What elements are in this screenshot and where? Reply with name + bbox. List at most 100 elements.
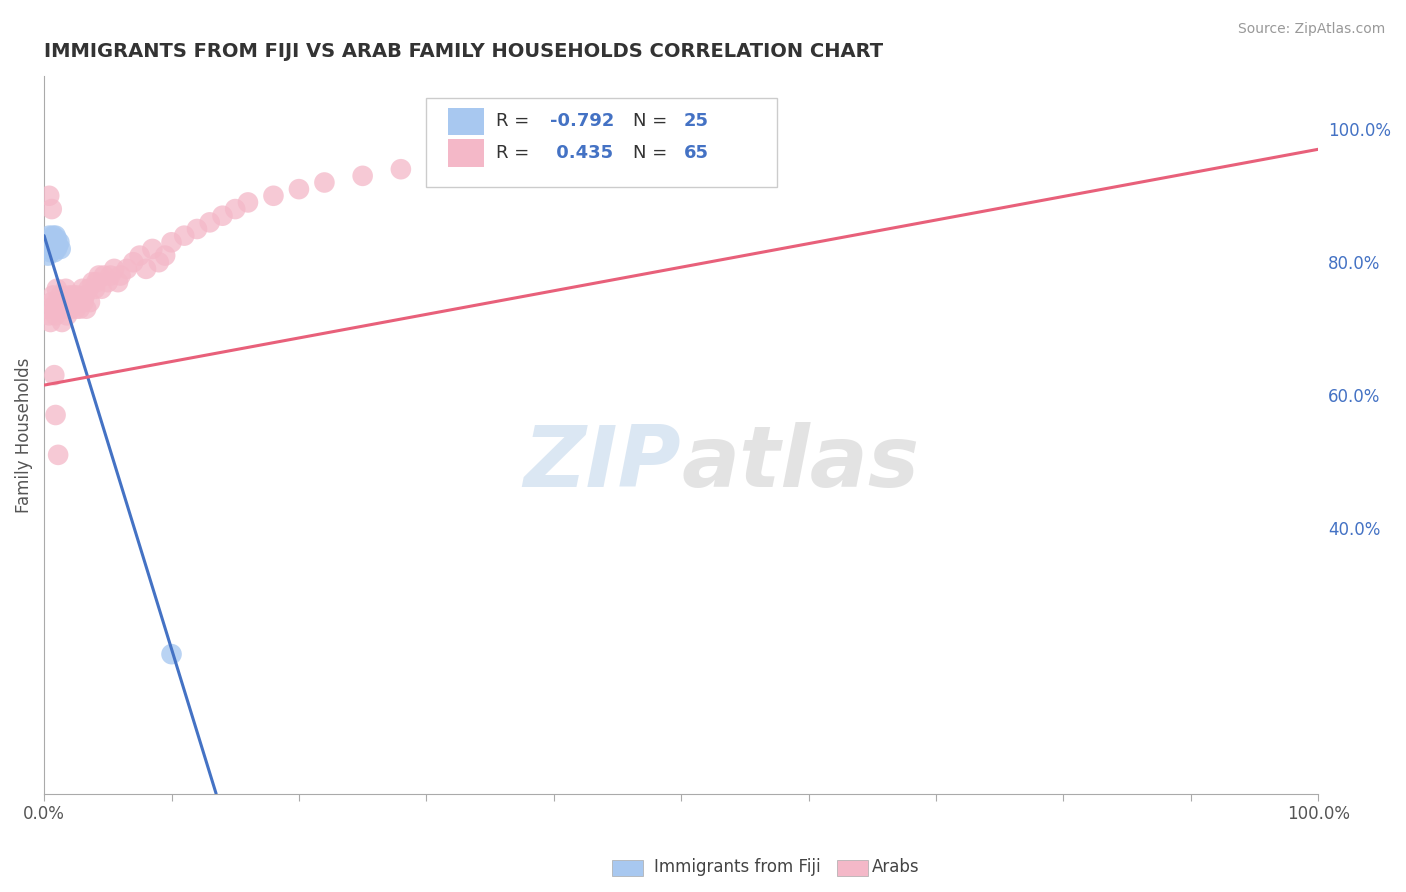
Point: [45, 235, 67, 250]
Point: [160, 647, 183, 661]
Point: [45, 242, 67, 256]
Point: [49, 288, 72, 302]
Point: [45, 228, 67, 243]
Point: [59, 301, 82, 316]
Point: [42, 228, 65, 243]
Text: N =: N =: [633, 144, 673, 162]
Point: [90, 282, 112, 296]
Point: [35, 235, 58, 250]
Point: [173, 228, 195, 243]
Point: [39, 315, 62, 329]
Point: [122, 255, 145, 269]
Point: [75, 301, 97, 316]
Point: [55, 282, 77, 296]
Point: [44, 238, 66, 252]
Text: 25: 25: [683, 112, 709, 130]
Point: [60, 295, 83, 310]
Point: [44, 245, 66, 260]
Point: [41, 232, 63, 246]
Point: [262, 188, 284, 202]
Point: [72, 282, 94, 296]
Point: [46, 238, 69, 252]
Point: [44, 368, 66, 383]
Point: [41, 202, 63, 216]
Point: [38, 242, 60, 256]
Text: Arabs: Arabs: [872, 858, 920, 876]
Point: [107, 275, 129, 289]
Point: [49, 242, 72, 256]
Point: [186, 222, 208, 236]
FancyBboxPatch shape: [449, 108, 484, 135]
Point: [79, 295, 101, 310]
Point: [42, 235, 65, 250]
Point: [211, 209, 233, 223]
Point: [58, 288, 80, 302]
Point: [42, 242, 65, 256]
Point: [84, 282, 107, 296]
Point: [65, 301, 87, 316]
Point: [53, 301, 76, 316]
FancyBboxPatch shape: [426, 98, 776, 187]
Point: [42, 288, 65, 302]
Bar: [837, 860, 868, 876]
Point: [39, 245, 62, 260]
Point: [98, 268, 121, 283]
Point: [314, 176, 336, 190]
Point: [48, 235, 70, 250]
Point: [44, 232, 66, 246]
Point: [45, 242, 67, 256]
Point: [45, 232, 67, 246]
Point: [45, 408, 67, 422]
Point: [45, 295, 67, 310]
Point: [38, 228, 60, 243]
Point: [103, 261, 125, 276]
Text: 65: 65: [683, 144, 709, 162]
Point: [97, 275, 120, 289]
Point: [67, 295, 90, 310]
Point: [41, 238, 63, 252]
Point: [224, 202, 246, 216]
Text: -0.792: -0.792: [550, 112, 614, 130]
Point: [135, 261, 157, 276]
Point: [37, 249, 59, 263]
Point: [45, 309, 67, 323]
Point: [115, 261, 138, 276]
Point: [73, 288, 96, 302]
Point: [389, 162, 412, 177]
Point: [39, 235, 62, 250]
Point: [45, 235, 67, 250]
Point: [160, 235, 183, 250]
Bar: [612, 860, 643, 876]
Point: [45, 282, 67, 296]
Point: [93, 268, 115, 283]
Point: [52, 295, 75, 310]
Point: [148, 255, 170, 269]
Text: IMMIGRANTS FROM FIJI VS ARAB FAMILY HOUSEHOLDS CORRELATION CHART: IMMIGRANTS FROM FIJI VS ARAB FAMILY HOUS…: [44, 42, 883, 61]
Point: [153, 249, 176, 263]
FancyBboxPatch shape: [449, 139, 484, 167]
Text: Source: ZipAtlas.com: Source: ZipAtlas.com: [1237, 22, 1385, 37]
Point: [128, 249, 150, 263]
Point: [37, 301, 59, 316]
Point: [69, 301, 91, 316]
Text: R =: R =: [496, 144, 536, 162]
Point: [352, 169, 374, 183]
Point: [41, 295, 63, 310]
Point: [62, 288, 84, 302]
Point: [288, 182, 311, 196]
Point: [48, 301, 70, 316]
Point: [46, 448, 69, 462]
Point: [38, 188, 60, 202]
Point: [66, 288, 89, 302]
Point: [198, 215, 221, 229]
Point: [72, 295, 94, 310]
Point: [42, 238, 65, 252]
Point: [77, 282, 100, 296]
Text: Immigrants from Fiji: Immigrants from Fiji: [654, 858, 821, 876]
Point: [141, 242, 163, 256]
Text: atlas: atlas: [681, 422, 920, 505]
Point: [44, 301, 66, 316]
Point: [87, 268, 110, 283]
Point: [56, 309, 79, 323]
Text: 0.435: 0.435: [550, 144, 613, 162]
